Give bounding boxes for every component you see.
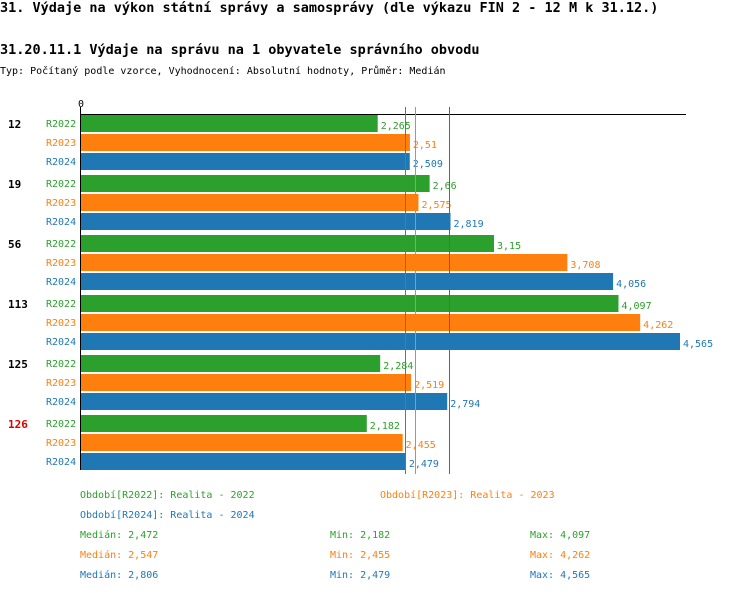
series-label-56-R2024: R2024	[46, 277, 76, 288]
value-label-56-R2022: 3,15	[497, 241, 521, 252]
series-label-12-R2023: R2023	[46, 138, 76, 149]
category-label-113: 113	[8, 298, 28, 311]
value-label-19-R2022: 2,66	[433, 181, 457, 192]
bar-12-R2022	[81, 115, 378, 132]
page-title: 31. Výdaje na výkon státní správy a samo…	[0, 0, 659, 16]
chart-subtitle: 31.20.11.1 Výdaje na správu na 1 obyvate…	[0, 42, 480, 58]
bar-19-R2023	[81, 194, 419, 211]
stat-r2024-median: Medián: 2,806	[80, 570, 159, 581]
series-label-113-R2024: R2024	[46, 337, 76, 348]
bar-12-R2023	[81, 134, 410, 151]
stat-r2022-median: Medián: 2,472	[80, 530, 159, 541]
series-label-125-R2022: R2022	[46, 359, 76, 370]
stat-r2024-min: Min: 2,479	[330, 570, 391, 581]
value-label-19-R2024: 2,819	[454, 219, 484, 230]
series-label-19-R2022: R2022	[46, 179, 76, 190]
series-label-126-R2024: R2024	[46, 457, 76, 468]
value-label-126-R2023: 2,455	[406, 440, 436, 451]
value-label-12-R2022: 2,265	[381, 121, 411, 132]
value-label-125-R2023: 2,519	[414, 380, 444, 391]
value-label-113-R2022: 4,097	[621, 301, 651, 312]
value-label-125-R2022: 2,284	[383, 361, 413, 372]
bar-113-R2023	[81, 314, 641, 331]
bar-125-R2023	[81, 374, 412, 391]
series-label-19-R2024: R2024	[46, 217, 76, 228]
bar-19-R2022	[81, 175, 430, 192]
category-label-19: 19	[8, 178, 21, 191]
legend-r2024: Období[R2024]: Realita - 2024	[80, 510, 255, 521]
value-label-125-R2024: 2,794	[450, 399, 480, 410]
bar-126-R2022	[81, 415, 367, 432]
series-label-19-R2023: R2023	[46, 198, 76, 209]
stat-r2022-max: Max: 4,097	[530, 530, 591, 541]
series-label-12-R2022: R2022	[46, 119, 76, 130]
series-label-126-R2022: R2022	[46, 419, 76, 430]
bar-113-R2024	[81, 333, 680, 350]
series-label-56-R2022: R2022	[46, 239, 76, 250]
value-label-126-R2024: 2,479	[409, 459, 439, 470]
category-label-126: 126	[8, 418, 28, 431]
category-label-56: 56	[8, 238, 22, 251]
series-label-125-R2023: R2023	[46, 378, 76, 389]
series-label-126-R2023: R2023	[46, 438, 76, 449]
value-label-56-R2024: 4,056	[616, 279, 646, 290]
x-axis-zero-tick-label: 0	[78, 99, 84, 110]
stat-r2022-min: Min: 2,182	[330, 530, 391, 541]
value-label-113-R2023: 4,262	[643, 320, 673, 331]
value-label-113-R2024: 4,565	[683, 339, 713, 350]
bar-19-R2024	[81, 213, 451, 230]
bar-113-R2022	[81, 295, 619, 312]
value-label-19-R2023: 2,575	[421, 200, 451, 211]
bar-125-R2024	[81, 393, 448, 410]
stat-r2023-max: Max: 4,262	[530, 550, 591, 561]
value-label-56-R2023: 3,708	[570, 260, 600, 271]
bar-125-R2022	[81, 355, 381, 372]
stat-r2023-min: Min: 2,455	[330, 550, 391, 561]
bar-56-R2024	[81, 273, 614, 290]
value-label-12-R2024: 2,509	[413, 159, 443, 170]
series-label-113-R2022: R2022	[46, 299, 76, 310]
category-label-12: 12	[8, 118, 21, 131]
chart-type-info: Typ: Počítaný podle vzorce, Vyhodnocení:…	[0, 66, 446, 77]
series-label-12-R2024: R2024	[46, 157, 76, 168]
value-label-12-R2023: 2,51	[413, 140, 437, 151]
bar-12-R2024	[81, 153, 410, 170]
legend-r2023: Období[R2023]: Realita - 2023	[380, 490, 555, 501]
value-label-126-R2022: 2,182	[370, 421, 400, 432]
series-label-56-R2023: R2023	[46, 258, 76, 269]
bar-126-R2023	[81, 434, 403, 451]
category-label-125: 125	[8, 358, 28, 371]
legend-r2022: Období[R2022]: Realita - 2022	[80, 490, 255, 501]
stat-r2024-max: Max: 4,565	[530, 570, 591, 581]
bar-56-R2022	[81, 235, 495, 252]
bar-chart: 0 12 R2022 2,265 R2023 2,51 R2024 2,509 19 R2022 2…	[8, 99, 713, 474]
stat-r2023-median: Medián: 2,547	[80, 550, 159, 561]
series-label-113-R2023: R2023	[46, 318, 76, 329]
bar-56-R2023	[81, 254, 568, 271]
bar-126-R2024	[81, 453, 406, 470]
series-label-125-R2024: R2024	[46, 397, 76, 408]
